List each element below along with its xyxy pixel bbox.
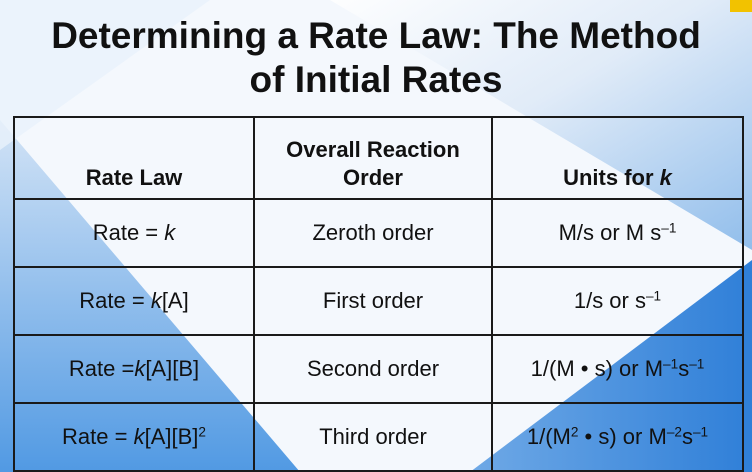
units-cell: 1/(M • s) or M–1s–1 bbox=[491, 334, 744, 404]
table-header-row: Rate Law Overall Reaction Order Units for… bbox=[13, 116, 744, 200]
rate-law-table-container: Rate Law Overall Reaction Order Units for… bbox=[13, 116, 744, 472]
slide-title: Determining a Rate Law: The Method of In… bbox=[0, 14, 752, 102]
table-row: Rate = k Zeroth order M/s or M s–1 bbox=[13, 198, 744, 268]
header-units-for-k: Units for k bbox=[491, 116, 744, 200]
rate-law-cell: Rate = k[A][B]2 bbox=[13, 402, 255, 472]
table-row: Rate = k[A][B]2 Third order 1/(M2 • s) o… bbox=[13, 402, 744, 472]
rate-law-cell: Rate = k bbox=[13, 198, 255, 268]
header-rate-law: Rate Law bbox=[13, 116, 255, 200]
table-row: Rate =k[A][B] Second order 1/(M • s) or … bbox=[13, 334, 744, 404]
order-cell: Zeroth order bbox=[253, 198, 493, 268]
units-cell: 1/s or s–1 bbox=[491, 266, 744, 336]
rate-law-table: Rate Law Overall Reaction Order Units for… bbox=[13, 116, 744, 472]
rate-law-cell: Rate =k[A][B] bbox=[13, 334, 255, 404]
table-row: Rate = k[A] First order 1/s or s–1 bbox=[13, 266, 744, 336]
rate-law-cell: Rate = k[A] bbox=[13, 266, 255, 336]
order-cell: Third order bbox=[253, 402, 493, 472]
header-overall-order: Overall Reaction Order bbox=[253, 116, 493, 200]
title-line-1: Determining a Rate Law: The Method bbox=[51, 15, 701, 56]
order-cell: Second order bbox=[253, 334, 493, 404]
corner-accent bbox=[730, 0, 752, 12]
units-cell: 1/(M2 • s) or M–2s–1 bbox=[491, 402, 744, 472]
order-cell: First order bbox=[253, 266, 493, 336]
units-cell: M/s or M s–1 bbox=[491, 198, 744, 268]
title-line-2: of Initial Rates bbox=[249, 59, 503, 100]
